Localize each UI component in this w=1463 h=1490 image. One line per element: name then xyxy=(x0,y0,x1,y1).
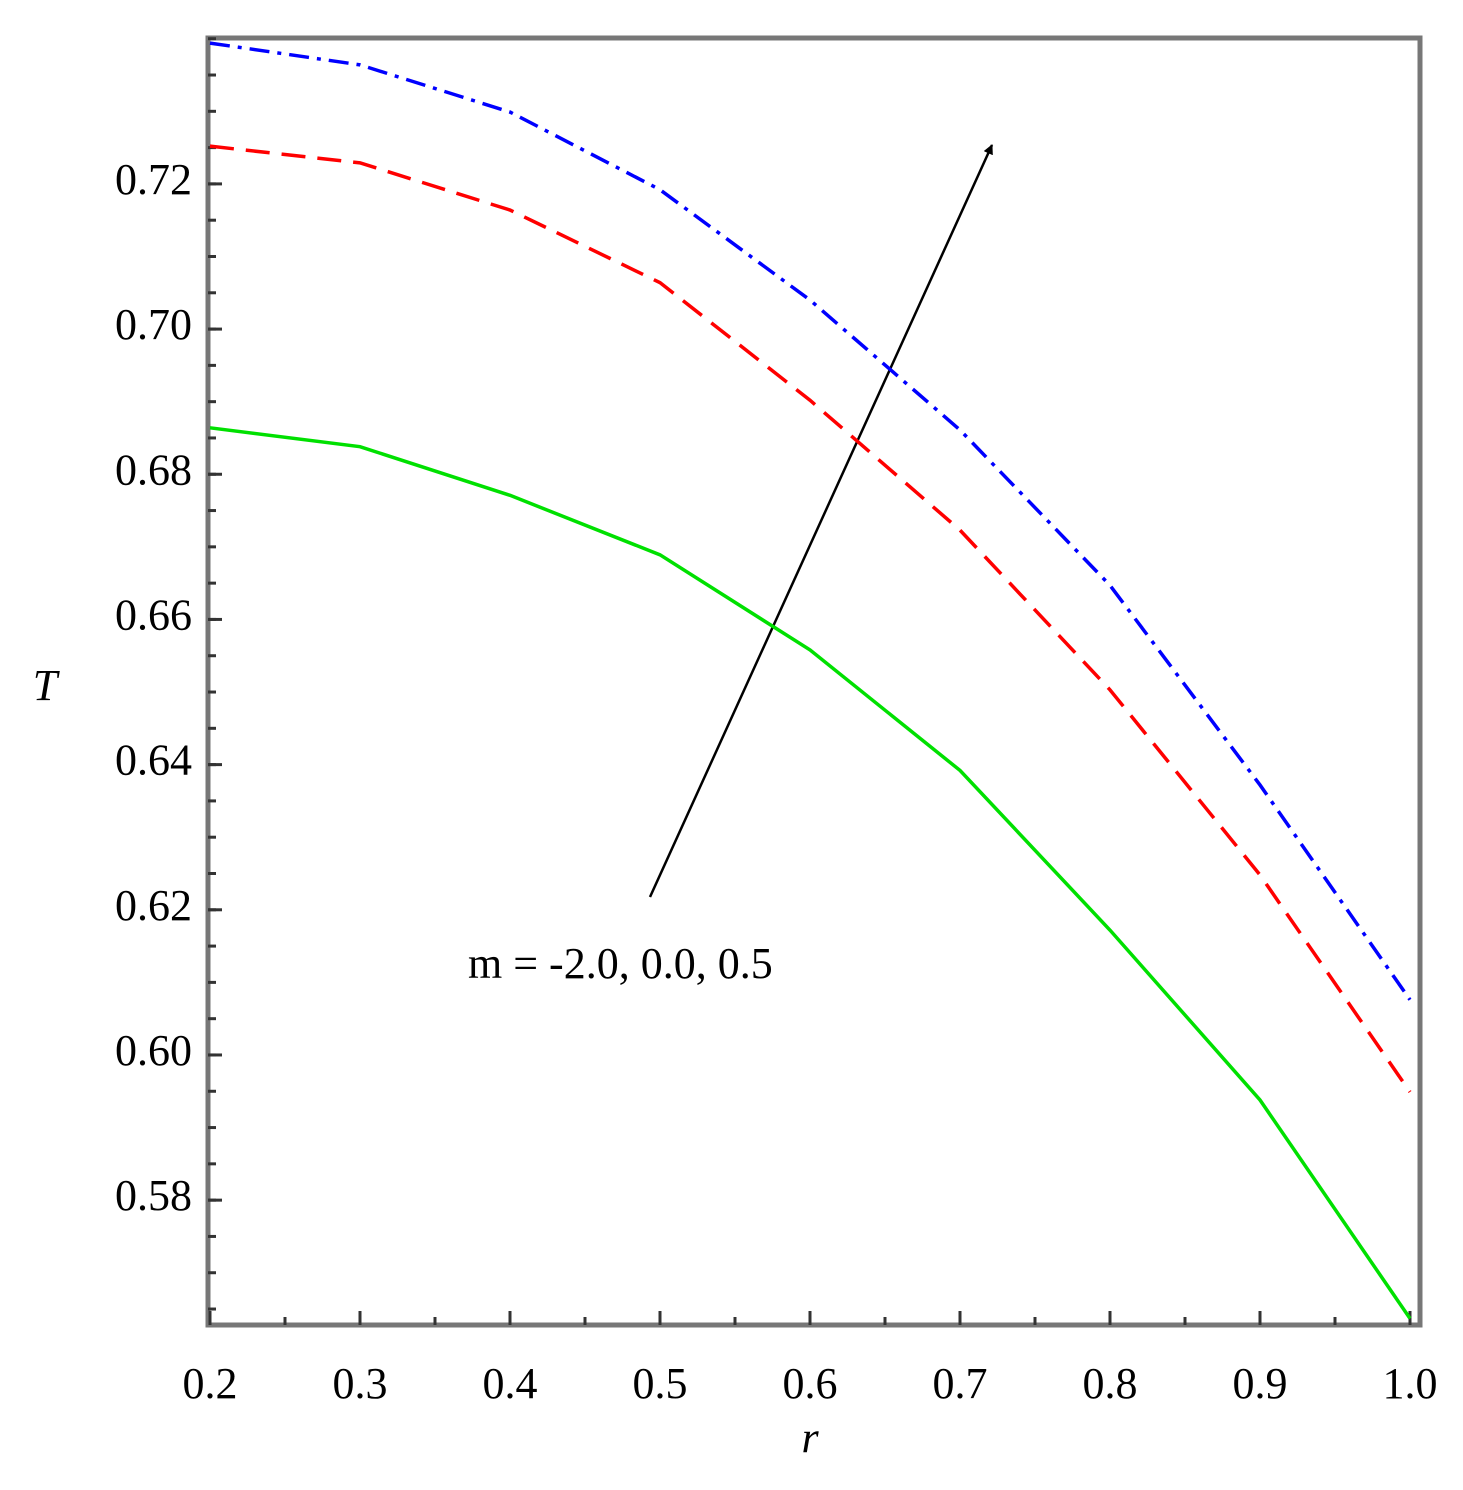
series-line xyxy=(209,41,1412,1001)
y-axis-label: T xyxy=(33,661,61,710)
x-tick-label: 0.5 xyxy=(633,1359,688,1408)
x-tick-label: 0.4 xyxy=(483,1359,538,1408)
x-tick-label: 0.2 xyxy=(183,1359,238,1408)
y-tick-label: 0.58 xyxy=(115,1171,192,1220)
y-tick-label: 0.62 xyxy=(115,881,192,930)
x-tick-label: 0.8 xyxy=(1083,1359,1138,1408)
series-line xyxy=(209,426,1412,1320)
x-tick-label: 1.0 xyxy=(1383,1359,1438,1408)
y-tick-label: 0.68 xyxy=(115,445,192,494)
y-tick-label: 0.66 xyxy=(115,591,192,640)
x-tick-label: 0.3 xyxy=(333,1359,388,1408)
annotation: m = -2.0, 0.0, 0.5 xyxy=(468,939,773,988)
x-tick-label: 0.9 xyxy=(1233,1359,1288,1408)
annotation-arrow xyxy=(648,144,994,898)
x-tick-label: 0.6 xyxy=(783,1359,838,1408)
y-tick-label: 0.70 xyxy=(115,300,192,349)
y-tick-label: 0.60 xyxy=(115,1026,192,1075)
y-tick-label: 0.64 xyxy=(115,736,192,785)
y-tick-label: 0.72 xyxy=(115,155,192,204)
plot-frame xyxy=(205,35,1423,1328)
x-tick-label: 0.7 xyxy=(933,1359,988,1408)
x-axis-label: r xyxy=(801,1413,819,1462)
series-line xyxy=(209,144,1412,1093)
